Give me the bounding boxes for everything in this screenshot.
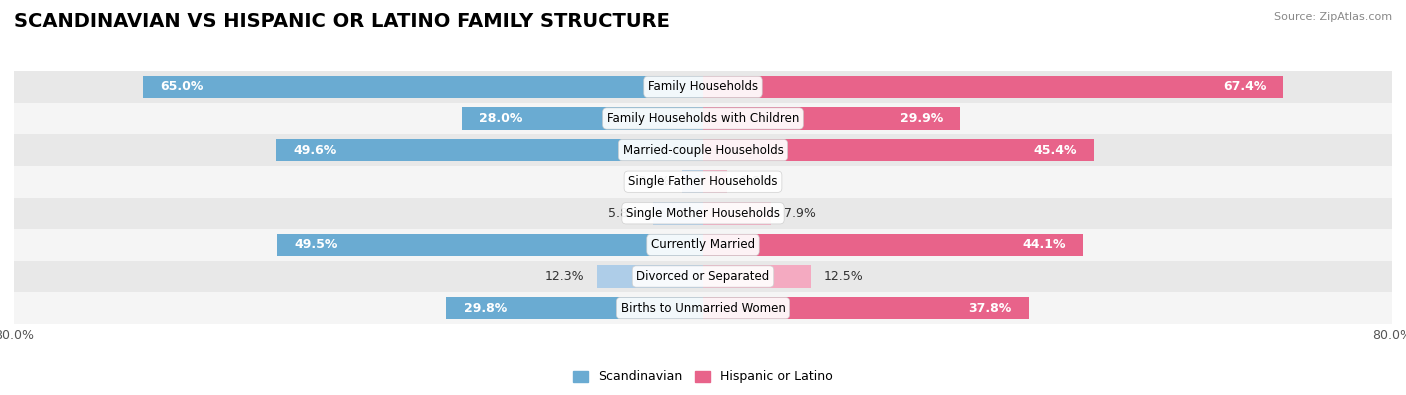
Bar: [703, 139, 1094, 162]
Text: 2.4%: 2.4%: [638, 175, 669, 188]
Text: Currently Married: Currently Married: [651, 239, 755, 251]
Text: 44.1%: 44.1%: [1022, 239, 1066, 251]
Bar: [703, 297, 1029, 320]
Text: 5.8%: 5.8%: [609, 207, 640, 220]
Bar: [14, 292, 1392, 324]
Bar: [446, 297, 703, 320]
Bar: [682, 170, 703, 193]
Legend: Scandinavian, Hispanic or Latino: Scandinavian, Hispanic or Latino: [568, 365, 838, 388]
Text: Births to Unmarried Women: Births to Unmarried Women: [620, 302, 786, 314]
Bar: [652, 202, 703, 225]
Text: Divorced or Separated: Divorced or Separated: [637, 270, 769, 283]
Bar: [703, 233, 1083, 256]
Text: Single Father Households: Single Father Households: [628, 175, 778, 188]
Bar: [14, 198, 1392, 229]
Bar: [703, 265, 811, 288]
Text: 49.5%: 49.5%: [294, 239, 337, 251]
Bar: [703, 75, 1284, 98]
Text: 29.9%: 29.9%: [900, 112, 943, 125]
Bar: [703, 202, 770, 225]
Text: 65.0%: 65.0%: [160, 81, 204, 93]
Text: 37.8%: 37.8%: [969, 302, 1011, 314]
Bar: [14, 134, 1392, 166]
Text: 49.6%: 49.6%: [292, 144, 336, 156]
Bar: [14, 229, 1392, 261]
Text: 12.3%: 12.3%: [544, 270, 583, 283]
Bar: [143, 75, 703, 98]
Bar: [703, 107, 960, 130]
Text: SCANDINAVIAN VS HISPANIC OR LATINO FAMILY STRUCTURE: SCANDINAVIAN VS HISPANIC OR LATINO FAMIL…: [14, 12, 669, 31]
Text: 29.8%: 29.8%: [464, 302, 506, 314]
Text: Family Households: Family Households: [648, 81, 758, 93]
Text: Married-couple Households: Married-couple Households: [623, 144, 783, 156]
Text: 45.4%: 45.4%: [1033, 144, 1077, 156]
Text: Single Mother Households: Single Mother Households: [626, 207, 780, 220]
Bar: [14, 261, 1392, 292]
Bar: [461, 107, 703, 130]
Bar: [703, 170, 727, 193]
Text: Source: ZipAtlas.com: Source: ZipAtlas.com: [1274, 12, 1392, 22]
Bar: [276, 139, 703, 162]
Text: Family Households with Children: Family Households with Children: [607, 112, 799, 125]
Text: 7.9%: 7.9%: [785, 207, 815, 220]
Bar: [598, 265, 703, 288]
Bar: [14, 71, 1392, 103]
Bar: [277, 233, 703, 256]
Text: 28.0%: 28.0%: [479, 112, 523, 125]
Text: 2.8%: 2.8%: [740, 175, 772, 188]
Bar: [14, 166, 1392, 198]
Text: 12.5%: 12.5%: [824, 270, 863, 283]
Text: 67.4%: 67.4%: [1223, 81, 1267, 93]
Bar: [14, 103, 1392, 134]
